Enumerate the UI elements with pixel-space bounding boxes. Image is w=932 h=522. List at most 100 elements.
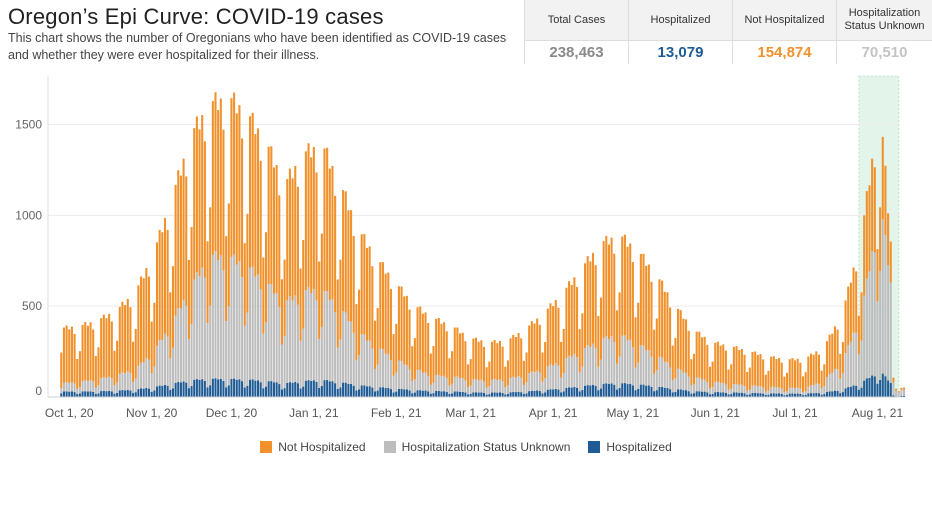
bar-hospitalized [201, 379, 204, 397]
bar-not-hospitalized [73, 333, 76, 384]
bar-not-hospitalized [485, 367, 488, 388]
bar-not-hospitalized [142, 278, 145, 363]
bar-not-hospitalized [823, 364, 826, 386]
bar-not-hospitalized [841, 342, 844, 373]
bar-hospitalized [488, 394, 491, 397]
bar-not-hospitalized [528, 325, 531, 374]
bar-status-unknown [897, 392, 900, 397]
bar-hospitalized [794, 393, 797, 397]
bar-status-unknown [544, 378, 547, 393]
bar-status-unknown [504, 387, 507, 395]
bar-status-unknown [809, 385, 813, 394]
bar-not-hospitalized [459, 333, 462, 379]
epi-curve-svg: 0 500 1000 1500 Oct 1, 20 Nov 1, 20 Dec 1, 20 J… [15, 75, 906, 420]
epi-curve-chart: 0 500 1000 1500 Oct 1, 20 Nov 1, 20 Dec 1, 20 J… [0, 70, 932, 437]
bar-hospitalized [294, 381, 297, 397]
bar-hospitalized [68, 391, 71, 397]
bar-not-hospitalized [448, 358, 451, 386]
bar-status-unknown [538, 372, 541, 392]
bar-hospitalized [280, 389, 283, 397]
bar-hospitalized [78, 393, 81, 397]
bar-not-hospitalized [903, 387, 906, 390]
bar-not-hospitalized [480, 340, 483, 380]
bar-not-hospitalized [241, 138, 244, 278]
bar-status-unknown [225, 321, 228, 388]
bar-status-unknown [272, 293, 276, 383]
bar-not-hospitalized [171, 266, 174, 348]
bar-not-hospitalized [230, 98, 233, 257]
x-tick-label: Dec 1, 20 [206, 406, 258, 420]
bar-hospitalized [711, 393, 714, 397]
bar-hospitalized [464, 392, 467, 397]
bar-not-hospitalized [522, 360, 525, 386]
bar-not-hospitalized [687, 330, 690, 377]
bar-status-unknown [533, 372, 536, 391]
bar-not-hospitalized [214, 92, 217, 252]
bar-status-unknown [124, 373, 127, 391]
bar-not-hospitalized [219, 98, 222, 256]
bar-status-unknown [485, 387, 488, 395]
bar-not-hospitalized [246, 213, 249, 313]
bar-hospitalized [597, 390, 600, 397]
bar-status-unknown [512, 376, 515, 392]
bar-status-unknown [195, 272, 198, 380]
bar-hospitalized [134, 392, 137, 397]
bar-not-hospitalized [839, 353, 842, 379]
bar-status-unknown [895, 390, 898, 397]
bar-not-hospitalized [217, 109, 220, 261]
bar-not-hospitalized [182, 158, 185, 301]
bar-status-unknown [618, 356, 621, 389]
bar-not-hospitalized [249, 116, 252, 268]
bar-status-unknown [256, 274, 260, 381]
bar-not-hospitalized [873, 167, 876, 253]
bar-status-unknown [687, 376, 690, 392]
bar-status-unknown [424, 372, 427, 391]
bar-status-unknown [764, 391, 767, 396]
bar-hospitalized [315, 381, 318, 397]
bar-hospitalized [480, 392, 483, 397]
bar-not-hospitalized [166, 229, 169, 337]
bar-status-unknown [578, 372, 581, 392]
bar-status-unknown [631, 346, 634, 386]
bar-status-unknown [448, 385, 451, 394]
bar-not-hospitalized [193, 128, 196, 280]
bar-not-hospitalized [740, 349, 743, 385]
bar-hospitalized [833, 390, 836, 397]
bar-status-unknown [780, 388, 783, 394]
bar-not-hospitalized [868, 185, 871, 272]
bar-not-hospitalized [97, 347, 100, 386]
bar-not-hospitalized [413, 338, 416, 380]
bar-hospitalized [847, 387, 850, 397]
bar-status-unknown [610, 336, 613, 384]
bar-hospitalized [259, 382, 262, 397]
bar-hospitalized [791, 393, 794, 397]
bar-not-hospitalized [576, 286, 579, 358]
bar-not-hospitalized [730, 364, 733, 389]
bar-hospitalized [528, 391, 531, 397]
bar-not-hospitalized [429, 353, 432, 385]
bar-status-unknown [211, 254, 214, 379]
bar-hospitalized [536, 390, 539, 397]
bar-status-unknown [778, 387, 781, 394]
bar-hospitalized [227, 385, 230, 397]
bar-hospitalized [743, 393, 746, 397]
bar-hospitalized [440, 391, 443, 397]
bar-not-hospitalized [283, 259, 286, 336]
legend-item-not-hospitalized[interactable]: Not Hospitalized [260, 440, 366, 454]
bar-status-unknown [108, 376, 111, 391]
bar-status-unknown [190, 323, 193, 387]
legend-item-status-unknown[interactable]: Hospitalization Status Unknown [383, 440, 570, 454]
bar-not-hospitalized [783, 376, 786, 392]
bar-hospitalized [546, 389, 549, 397]
bar-hospitalized [541, 393, 544, 397]
legend-item-hospitalized[interactable]: Hospitalized [588, 440, 672, 454]
bar-hospitalized [230, 379, 233, 397]
bar-status-unknown [97, 385, 100, 394]
bar-not-hospitalized [759, 354, 762, 387]
bar-status-unknown [129, 373, 132, 391]
bar-not-hospitalized [443, 322, 446, 376]
bar-hospitalized [89, 391, 92, 397]
bar-not-hospitalized [179, 175, 182, 309]
bar-hospitalized [147, 388, 151, 397]
bar-not-hospitalized [267, 146, 270, 284]
